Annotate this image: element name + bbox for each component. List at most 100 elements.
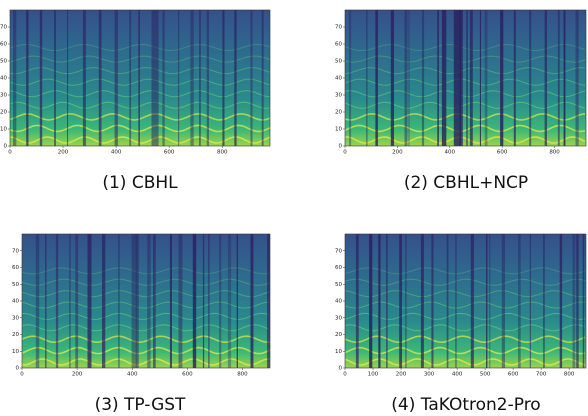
pause-band [118, 234, 120, 368]
spectrogram-background [345, 10, 586, 146]
pause-band [437, 10, 439, 146]
pause-band [459, 10, 463, 146]
pause-band [557, 10, 560, 146]
x-tick-label: 800 [564, 372, 575, 378]
pause-band [431, 234, 434, 368]
pause-band [26, 10, 29, 146]
pause-band [441, 10, 447, 146]
pause-band [169, 234, 172, 368]
y-tick-label: 50 [12, 282, 19, 288]
y-tick-label: 60 [335, 265, 342, 271]
pause-band [114, 10, 118, 146]
x-tick-label: 0 [343, 372, 347, 378]
harmonic [345, 324, 586, 332]
y-tick-label: 50 [0, 59, 7, 65]
pause-band [369, 234, 373, 368]
pause-band [576, 234, 579, 368]
y-tick-label: 70 [335, 25, 342, 31]
pause-band [405, 234, 407, 368]
pause-band [399, 234, 402, 368]
spectrogram-background [345, 234, 586, 368]
y-tick-label: 50 [335, 59, 342, 65]
harmonic [22, 290, 270, 298]
pause-band [390, 10, 394, 146]
x-tick-label: 0 [20, 372, 24, 378]
pause-band [518, 234, 521, 368]
pause-band [151, 10, 159, 146]
pause-band [276, 10, 279, 146]
pause-band [55, 234, 59, 368]
pause-band [135, 234, 138, 368]
x-tick-label: 600 [508, 372, 519, 378]
pause-band [227, 234, 232, 368]
y-tick-label: 70 [0, 25, 7, 31]
pause-band [236, 234, 238, 368]
pause-band [45, 234, 47, 368]
pause-band [87, 234, 92, 368]
y-tick-label: 30 [335, 93, 342, 99]
x-tick-label: 600 [497, 150, 508, 156]
pause-band [138, 10, 140, 146]
caption: (1) CBHL [102, 173, 178, 193]
pause-band [222, 10, 225, 146]
harmonic [345, 301, 586, 309]
harmonic [345, 267, 586, 275]
y-tick-label: 40 [335, 299, 342, 305]
spectrogram-texture [345, 234, 586, 368]
pause-band [559, 234, 563, 368]
pause-band [206, 10, 209, 146]
pause-band [375, 10, 378, 146]
pause-band [408, 10, 410, 146]
pause-band [349, 10, 352, 146]
y-tick-label: 70 [12, 248, 19, 254]
pause-band [162, 10, 165, 146]
x-tick-label: 800 [549, 150, 560, 156]
pause-band [39, 10, 43, 146]
pause-band [513, 10, 516, 146]
pause-band [208, 234, 210, 368]
pause-band [420, 234, 424, 368]
y-tick-label: 40 [335, 76, 342, 82]
x-tick-label: 800 [237, 372, 248, 378]
pause-band [219, 234, 222, 368]
pause-band [543, 234, 545, 368]
pause-band [470, 234, 474, 368]
pause-band [544, 10, 547, 146]
pause-band [455, 234, 457, 368]
pause-band [582, 234, 585, 368]
harmonic [22, 346, 270, 355]
pause-band [178, 234, 183, 368]
y-tick-label: 20 [12, 332, 19, 338]
harmonic [22, 324, 270, 332]
pause-band [178, 10, 180, 146]
y-tick-label: 0 [4, 144, 8, 150]
harmonic [22, 278, 270, 286]
x-tick-label: 0 [343, 150, 347, 156]
y-tick-label: 60 [12, 265, 19, 271]
y-tick-label: 0 [339, 366, 343, 372]
pause-band [453, 10, 462, 146]
caption: (2) CBHL+NCP [404, 173, 528, 193]
x-tick-label: 400 [111, 150, 122, 156]
spectrogram-background [22, 234, 270, 368]
y-tick-label: 70 [335, 248, 342, 254]
pause-band [489, 234, 491, 368]
pause-band [500, 10, 504, 146]
pause-band [129, 10, 132, 146]
pause-band [275, 234, 277, 368]
x-tick-label: 400 [445, 150, 456, 156]
y-tick-label: 10 [335, 349, 342, 355]
pause-band [75, 234, 79, 368]
pause-band [199, 10, 201, 146]
pause-band [575, 10, 579, 146]
pause-band [261, 10, 264, 146]
spectrogram-texture [345, 10, 586, 146]
pause-band [529, 234, 531, 368]
pause-band [466, 10, 468, 146]
harmonic [345, 290, 586, 298]
pause-band [386, 234, 388, 368]
y-tick-label: 50 [335, 282, 342, 288]
pause-band [421, 10, 425, 146]
y-tick-label: 30 [335, 315, 342, 321]
